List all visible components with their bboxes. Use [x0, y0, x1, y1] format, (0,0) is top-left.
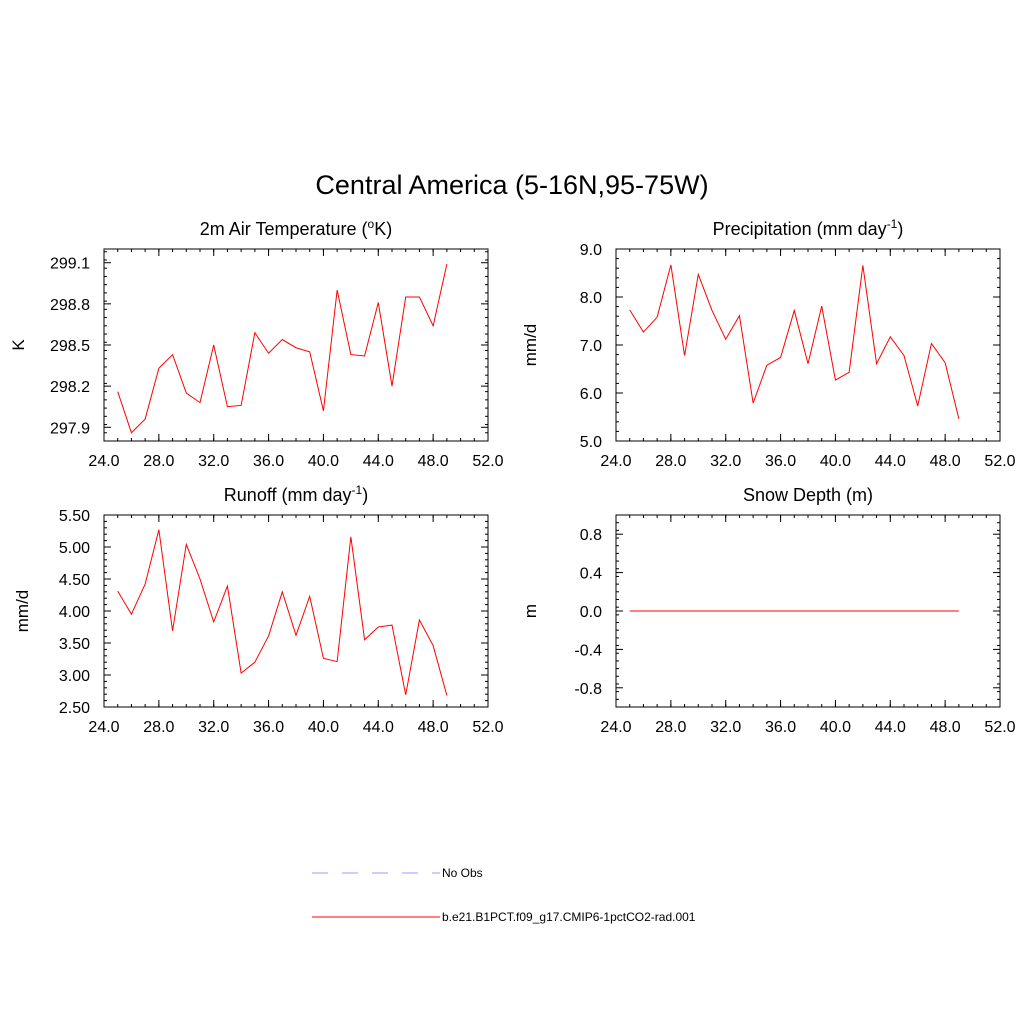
runoff-title-superscript: -1: [352, 483, 363, 497]
panel-air-temperature: 24.0 28.0 32.0 36.0 40.0 44.0 48.0 52.0 297.9 298…: [9, 217, 504, 470]
air-temperature-x-tick-label: 52.0: [472, 453, 503, 470]
snow-depth-x-tick-label: 48.0: [930, 719, 961, 736]
legend-label-model: b.e21.B1PCT.f09_g17.CMIP6-1pctCO2-rad.00…: [442, 910, 696, 924]
runoff-x-tick-label: 40.0: [308, 719, 339, 736]
air-temperature-y-axis-label: K: [9, 339, 28, 351]
air-temperature-title-text: 2m Air Temperature (: [200, 219, 368, 239]
panel-precipitation: 24.0 28.0 32.0 36.0 40.0 44.0 48.0 52.0 5.0 6.0 7.…: [521, 217, 1016, 470]
runoff-title-suffix: ): [362, 485, 368, 505]
air-temperature-y-tick-label: 298.5: [50, 338, 90, 355]
precipitation-title: Precipitation (mm day-1): [713, 217, 904, 239]
main-title: Central America (5-16N,95-75W): [315, 170, 708, 200]
runoff-y-tick-label: 3.50: [59, 636, 90, 653]
snow-depth-y-tick-label: 0.0: [580, 604, 602, 621]
air-temperature-x-tick-label: 24.0: [88, 453, 119, 470]
panel-runoff: 24.0 28.0 32.0 36.0 40.0 44.0 48.0 52.0 2.50 3.00…: [13, 483, 504, 736]
snow-depth-y-tick-label: 0.4: [580, 566, 602, 583]
runoff-y-tick-label: 4.00: [59, 604, 90, 621]
air-temperature-title: 2m Air Temperature (oK): [200, 217, 392, 239]
precipitation-title-superscript: -1: [887, 217, 898, 231]
air-temperature-x-tick-label: 40.0: [308, 453, 339, 470]
air-temperature-title-suffix: K): [374, 219, 392, 239]
runoff-x-tick-label: 52.0: [472, 719, 503, 736]
snow-depth-x-tick-label: 44.0: [875, 719, 906, 736]
legend: No Obs b.e21.B1PCT.f09_g17.CMIP6-1pctCO2…: [312, 866, 696, 924]
runoff-y-tick-label: 2.50: [59, 700, 90, 717]
runoff-x-tick-label: 28.0: [143, 719, 174, 736]
precipitation-y-tick-label: 9.0: [580, 242, 602, 259]
precipitation-x-tick-label: 40.0: [820, 453, 851, 470]
snow-depth-title-text: Snow Depth (m): [743, 485, 873, 505]
snow-depth-x-tick-label: 24.0: [600, 719, 631, 736]
snow-depth-y-tick-label: 0.8: [580, 527, 602, 544]
precipitation-title-suffix: ): [897, 219, 903, 239]
precipitation-y-tick-label: 7.0: [580, 338, 602, 355]
snow-depth-x-tick-label: 36.0: [765, 719, 796, 736]
runoff-title-text: Runoff (mm day: [224, 485, 352, 505]
runoff-title: Runoff (mm day-1): [224, 483, 368, 505]
air-temperature-x-tick-label: 44.0: [363, 453, 394, 470]
snow-depth-y-axis-label: m: [521, 604, 540, 618]
precipitation-x-tick-label: 48.0: [930, 453, 961, 470]
air-temperature-x-tick-label: 28.0: [143, 453, 174, 470]
snow-depth-x-tick-label: 52.0: [984, 719, 1015, 736]
air-temperature-y-tick-label: 298.2: [50, 379, 90, 396]
runoff-x-tick-label: 24.0: [88, 719, 119, 736]
air-temperature-y-tick-label: 298.8: [50, 297, 90, 314]
runoff-y-tick-label: 4.50: [59, 572, 90, 589]
snow-depth-title: Snow Depth (m): [743, 485, 873, 505]
precipitation-y-axis-label: mm/d: [521, 324, 540, 367]
precipitation-y-tick-label: 5.0: [580, 434, 602, 451]
runoff-y-tick-label: 3.00: [59, 668, 90, 685]
precipitation-x-tick-label: 28.0: [655, 453, 686, 470]
legend-label-no-obs: No Obs: [442, 866, 483, 880]
precipitation-y-tick-label: 6.0: [580, 386, 602, 403]
snow-depth-x-tick-label: 28.0: [655, 719, 686, 736]
panel-snow-depth: 24.0 28.0 32.0 36.0 40.0 44.0 48.0 52.0 -0.8 -0.4…: [521, 485, 1016, 736]
precipitation-x-tick-label: 52.0: [984, 453, 1015, 470]
air-temperature-x-tick-label: 48.0: [418, 453, 449, 470]
runoff-series-line: [117, 529, 448, 696]
air-temperature-y-tick-label: 299.1: [50, 256, 90, 273]
runoff-x-tick-label: 32.0: [198, 719, 229, 736]
snow-depth-y-tick-label: -0.4: [574, 642, 602, 659]
precipitation-y-tick-label: 8.0: [580, 290, 602, 307]
precipitation-x-tick-label: 44.0: [875, 453, 906, 470]
runoff-y-tick-label: 5.50: [59, 508, 90, 525]
precipitation-x-tick-label: 36.0: [765, 453, 796, 470]
runoff-x-tick-label: 36.0: [253, 719, 284, 736]
snow-depth-y-tick-label: -0.8: [574, 681, 602, 698]
runoff-x-tick-label: 48.0: [418, 719, 449, 736]
runoff-x-tick-label: 44.0: [363, 719, 394, 736]
runoff-y-tick-label: 5.00: [59, 540, 90, 557]
air-temperature-x-tick-label: 32.0: [198, 453, 229, 470]
precipitation-x-tick-label: 32.0: [710, 453, 741, 470]
precipitation-series-line: [629, 264, 960, 420]
precipitation-x-tick-label: 24.0: [600, 453, 631, 470]
snow-depth-x-tick-label: 40.0: [820, 719, 851, 736]
air-temperature-y-tick-label: 297.9: [50, 420, 90, 437]
air-temperature-series-line: [117, 263, 448, 434]
air-temperature-x-tick-label: 36.0: [253, 453, 284, 470]
runoff-y-axis-label: mm/d: [13, 590, 32, 633]
air-temperature-title-superscript: o: [368, 217, 375, 231]
precipitation-title-text: Precipitation (mm day: [713, 219, 887, 239]
snow-depth-x-tick-label: 32.0: [710, 719, 741, 736]
